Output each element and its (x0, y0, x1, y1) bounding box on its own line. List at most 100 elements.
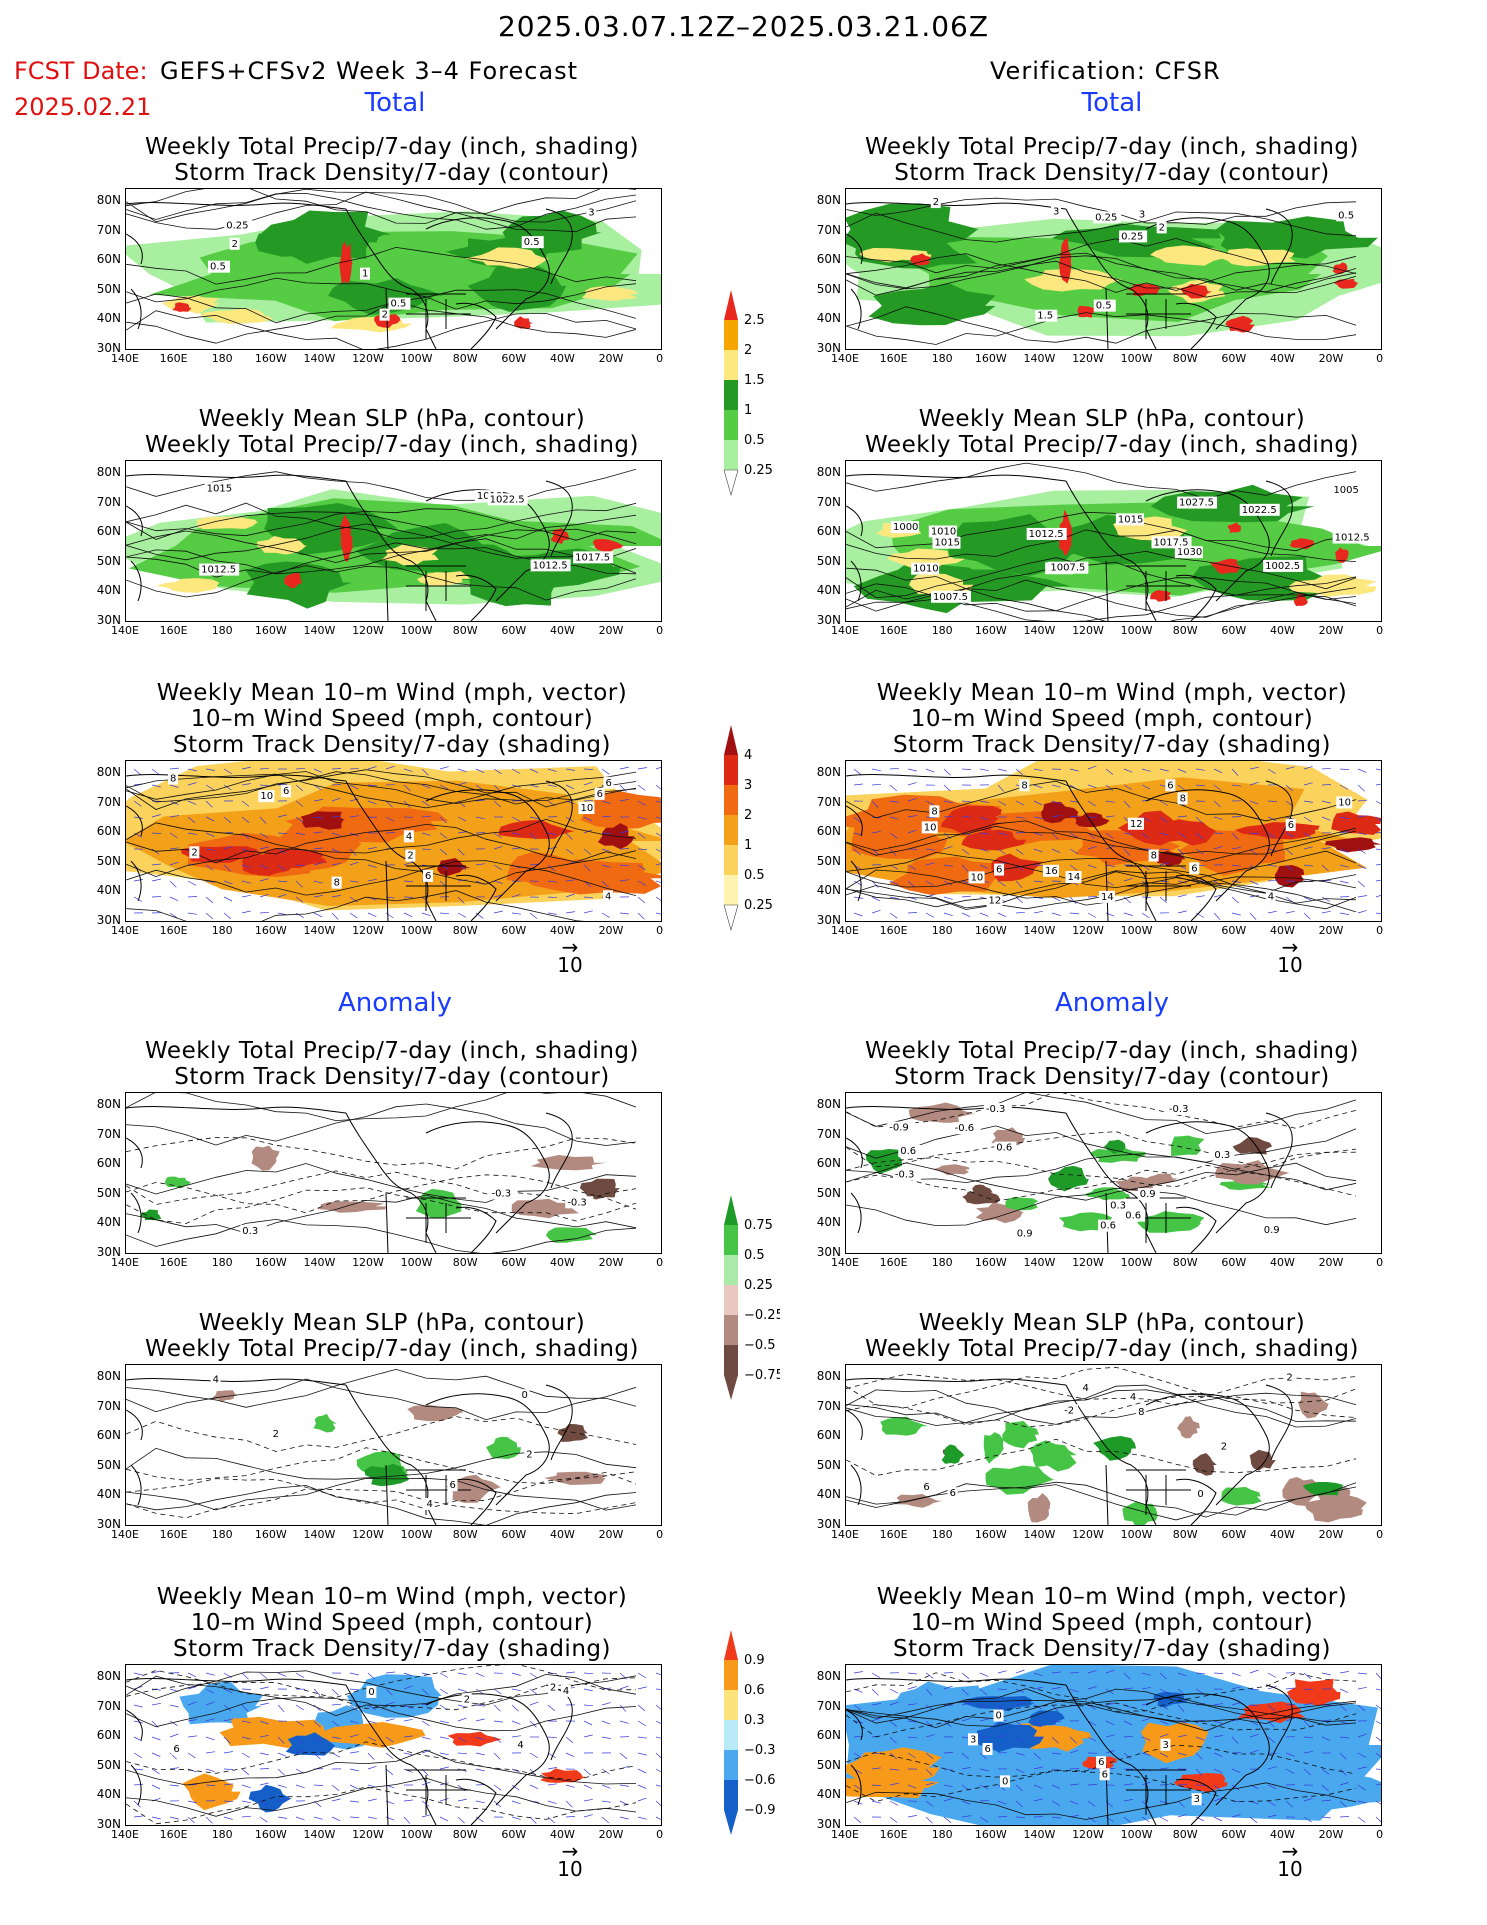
wind-vector (871, 1717, 881, 1722)
wind-vector (961, 864, 969, 872)
wind-vector (1375, 1688, 1381, 1691)
wind-vector (367, 912, 377, 917)
wind-vector (1357, 864, 1367, 870)
wind-vector (1303, 896, 1313, 902)
wind-vector (979, 1704, 989, 1708)
contour-label-bg (578, 801, 595, 814)
contour-label: 2 (550, 1683, 556, 1694)
contour-line (846, 1093, 1357, 1129)
coastline-2 (455, 302, 497, 349)
colorbar-storm_total: 4 3 2 1 0.5 0.25 (720, 705, 780, 955)
wind-vector (583, 1798, 593, 1802)
wind-vector (133, 1800, 141, 1808)
contour-label-bg (1191, 1793, 1202, 1806)
wind-vector (889, 1701, 899, 1706)
colorbar-tail (724, 1375, 738, 1400)
wind-vector (313, 880, 323, 884)
longitude-label: 80W (1172, 1256, 1198, 1269)
wind-vector (529, 863, 539, 866)
wind-vector (331, 784, 342, 786)
panel-title: 10–m Wind Speed (mph, contour) (190, 706, 594, 732)
wind-vector (133, 1720, 143, 1724)
wind-vector (997, 912, 1007, 918)
wind-vector (1105, 864, 1115, 867)
wind-vector (1375, 1736, 1381, 1742)
wind-vector (223, 880, 233, 885)
wind-vector (1105, 1720, 1115, 1726)
wind-vector (871, 1800, 881, 1804)
latitude-label: 30N (96, 1816, 121, 1831)
wind-vector (1267, 800, 1278, 802)
longitude-label: 40W (1269, 624, 1295, 637)
wind-vector (601, 848, 611, 852)
contour-label: 1007.5 (933, 592, 968, 603)
wind-vector (1285, 910, 1295, 914)
map-panel-0-obs: 0.25 2 0.5 3 0.5 0.25 3 2 1.5 (845, 188, 1382, 350)
wind-vector (403, 1672, 413, 1677)
wind-vector (151, 814, 161, 818)
wind-vector (979, 1672, 989, 1677)
longitude-label: 160W (974, 1828, 1007, 1841)
wind-vector (1339, 1752, 1347, 1760)
wind-vector (457, 831, 467, 834)
wind-vector (187, 1752, 196, 1759)
wind-vector (853, 896, 863, 899)
wind-vector (349, 912, 358, 919)
wind-vector (1159, 832, 1169, 836)
wind-vector (1375, 912, 1381, 915)
wind-vector (295, 1784, 305, 1789)
wind-vector (1357, 784, 1365, 792)
contour-line (846, 211, 1357, 243)
contour-label-bg (983, 1103, 1012, 1116)
contour-line (126, 502, 637, 540)
longitude-label: 40W (549, 1828, 575, 1841)
wind-vector (565, 1752, 575, 1758)
contour-line (126, 1471, 637, 1510)
wind-vector (241, 1784, 251, 1789)
wind-vector (1069, 848, 1078, 854)
longitude-label: 140W (303, 1528, 336, 1541)
precip-area (1210, 558, 1243, 575)
wind-vector (475, 1704, 485, 1707)
contour-label-bg (489, 1187, 518, 1200)
wind-vector (889, 1720, 898, 1728)
wind-vector (385, 1736, 394, 1743)
wind-vector (331, 912, 339, 920)
wind-vector (853, 1816, 862, 1824)
longitude-label: 180 (931, 1256, 953, 1269)
colorbar-label: 0.25 (744, 898, 773, 913)
latitude-label: 80N (816, 765, 841, 779)
wind-vector (655, 816, 661, 820)
wind-vector (1375, 848, 1381, 851)
wind-vector (583, 1672, 594, 1675)
contour-label: 8 (1180, 793, 1186, 804)
wind-vector (1159, 862, 1169, 866)
contour-line (126, 1488, 637, 1519)
longitude-label: 0 (1376, 1256, 1384, 1269)
longitude-label: 40W (549, 1256, 575, 1269)
contour-label: -0.9 (889, 1123, 909, 1134)
coastline-6 (846, 805, 863, 902)
wind-vector (421, 1720, 430, 1727)
wind-vector (475, 1736, 485, 1741)
contour-label-bg (994, 1141, 1017, 1154)
wind-vector (331, 895, 341, 898)
wind-vector (1321, 784, 1332, 786)
contour-line (846, 1125, 1357, 1163)
wind-vector (1015, 832, 1026, 834)
wind-vector (1357, 880, 1365, 888)
wind-vector (241, 894, 251, 898)
contour-label-bg (1014, 1227, 1037, 1240)
wind-vector (1249, 1749, 1259, 1754)
contour-label: 1007.5 (1050, 563, 1085, 574)
colorbar-tail (723, 469, 739, 497)
contour-label: 0.5 (524, 237, 540, 248)
contour-label: 2 (1221, 1441, 1227, 1452)
wind-vector (547, 768, 557, 772)
longitude-label: 120W (1072, 924, 1104, 937)
colorbar-segment (724, 1630, 738, 1660)
contour-line (126, 1673, 637, 1717)
wind-vector (1267, 1800, 1276, 1807)
coastline-4 (846, 1678, 1067, 1686)
